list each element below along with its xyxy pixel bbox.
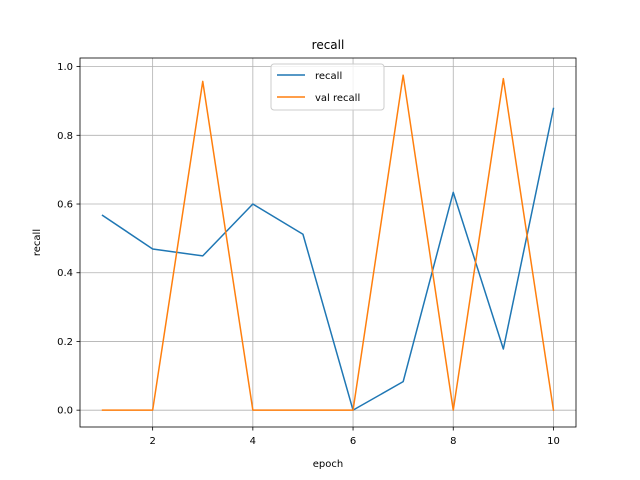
series-lines bbox=[101, 74, 555, 412]
x-axis-label: epoch bbox=[313, 459, 343, 470]
x-tick-label: 10 bbox=[547, 436, 560, 447]
y-tick-label: 0.2 bbox=[57, 337, 73, 348]
x-tick-label: 8 bbox=[450, 436, 456, 447]
y-tick-label: 0.8 bbox=[57, 131, 73, 142]
series-line-val-recall bbox=[101, 74, 555, 412]
x-tick-label: 4 bbox=[250, 436, 256, 447]
y-axis-label: recall bbox=[32, 229, 43, 256]
series-line-recall bbox=[101, 107, 555, 411]
y-tick-label: 0.6 bbox=[57, 200, 73, 211]
y-tick-label: 0.0 bbox=[57, 406, 73, 417]
legend: recall val recall bbox=[270, 63, 385, 111]
legend-label: recall bbox=[315, 71, 342, 82]
x-axis-ticks: 2 4 6 8 10 bbox=[149, 427, 560, 447]
y-tick-label: 0.4 bbox=[57, 268, 73, 279]
legend-label: val recall bbox=[315, 93, 360, 104]
plot-frame bbox=[79, 57, 577, 428]
y-axis-ticks: 0.0 0.2 0.4 0.6 0.8 1.0 bbox=[57, 62, 80, 417]
y-tick-label: 1.0 bbox=[57, 62, 73, 73]
chart-title: recall bbox=[312, 38, 345, 52]
x-tick-label: 6 bbox=[350, 436, 356, 447]
x-tick-label: 2 bbox=[149, 436, 155, 447]
